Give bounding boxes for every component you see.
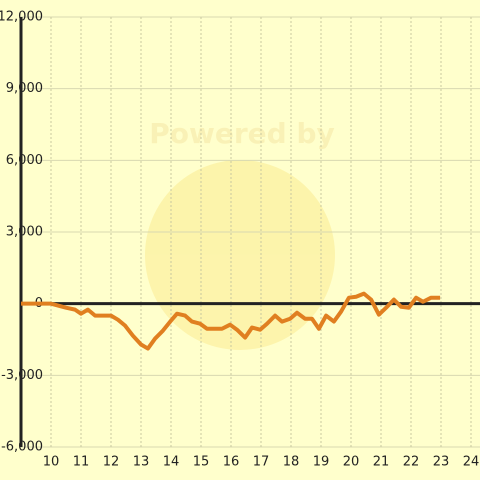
x-tick-label: 20 bbox=[343, 455, 360, 470]
x-tick-label: 17 bbox=[253, 455, 270, 470]
watermark-logo bbox=[145, 160, 335, 350]
y-tick-label: 9,000 bbox=[6, 81, 43, 96]
x-tick-label: 15 bbox=[193, 455, 210, 470]
x-tick-label: 10 bbox=[43, 455, 60, 470]
x-tick-label: 12 bbox=[103, 455, 120, 470]
y-tick-label: 12,000 bbox=[0, 10, 43, 25]
y-tick-label: 3,000 bbox=[6, 225, 43, 240]
y-tick-label: -3,000 bbox=[1, 368, 43, 383]
watermark-text: Powered by bbox=[149, 117, 335, 150]
x-tick-label: 19 bbox=[313, 455, 330, 470]
x-tick-label: 24 bbox=[463, 455, 480, 470]
y-tick-label: 6,000 bbox=[6, 153, 43, 168]
x-tick-label: 13 bbox=[133, 455, 150, 470]
x-tick-label: 14 bbox=[163, 455, 180, 470]
x-tick-label: 16 bbox=[223, 455, 240, 470]
x-tick-label: 18 bbox=[283, 455, 300, 470]
y-tick-label: -6,000 bbox=[1, 440, 43, 455]
x-tick-label: 23 bbox=[433, 455, 450, 470]
x-tick-label: 11 bbox=[73, 455, 90, 470]
x-tick-label: 21 bbox=[373, 455, 390, 470]
line-series bbox=[21, 291, 441, 351]
x-tick-label: 22 bbox=[403, 455, 420, 470]
